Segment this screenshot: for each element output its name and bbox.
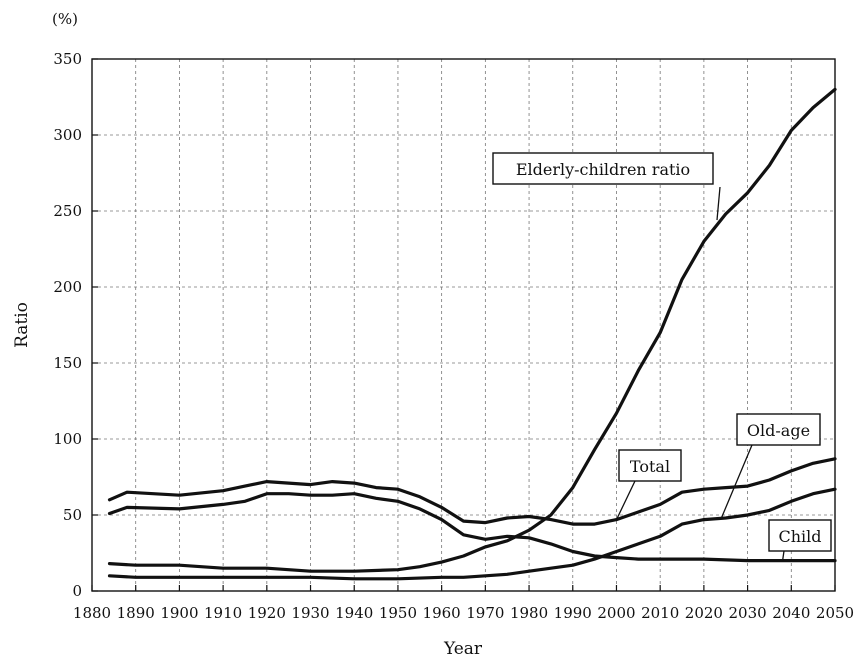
x-tick-label-1890: 1890 bbox=[117, 604, 155, 622]
series-line-old-age bbox=[107, 487, 837, 581]
y-tick-label-100: 100 bbox=[53, 430, 82, 448]
x-tick-label-2020: 2020 bbox=[685, 604, 723, 622]
callout-label-old-age: Old-age bbox=[747, 421, 810, 440]
x-tick-label-2010: 2010 bbox=[641, 604, 679, 622]
x-axis-ticks: 1880 1890 1900 1910 1920 1930 1940 1950 1960 1970… bbox=[73, 585, 854, 622]
x-tick-label-1960: 1960 bbox=[423, 604, 461, 622]
callout-box-old-age bbox=[736, 413, 821, 446]
x-tick-label-1930: 1930 bbox=[291, 604, 329, 622]
y-axis-title: Ratio bbox=[12, 302, 32, 348]
x-tick-label-1970: 1970 bbox=[466, 604, 504, 622]
x-tick-label-1980: 1980 bbox=[510, 604, 548, 622]
x-tick-label-2050: 2050 bbox=[816, 604, 854, 622]
x-tick-label-2030: 2030 bbox=[728, 604, 766, 622]
callout-box-total bbox=[618, 449, 682, 482]
y-tick-label-350: 350 bbox=[53, 50, 82, 68]
series-line-elderly-children-ratio bbox=[107, 87, 837, 573]
x-tick-label-2000: 2000 bbox=[597, 604, 635, 622]
series-layer bbox=[107, 87, 837, 581]
callout-label-child: Child bbox=[778, 527, 821, 546]
y-tick-label-150: 150 bbox=[53, 354, 82, 372]
x-tick-label-1950: 1950 bbox=[379, 604, 417, 622]
grid bbox=[92, 59, 835, 591]
plot-frame bbox=[91, 58, 836, 592]
callouts: Elderly-children ratio Total Old-age Child bbox=[492, 152, 832, 561]
x-tick-label-1910: 1910 bbox=[204, 604, 242, 622]
callout-box-elderly-children-ratio bbox=[492, 152, 714, 185]
x-tick-label-2040: 2040 bbox=[772, 604, 810, 622]
callout-label-elderly-children-ratio: Elderly-children ratio bbox=[516, 160, 690, 179]
x-axis-title: Year bbox=[443, 639, 483, 659]
callout-leader-elderly-children-ratio bbox=[716, 186, 721, 221]
callout-label-total: Total bbox=[630, 457, 670, 476]
y-tick-label-0: 0 bbox=[72, 582, 82, 600]
x-tick-label-1880: 1880 bbox=[73, 604, 111, 622]
series-line-total bbox=[107, 457, 837, 526]
y-axis-ticks: 0 50 100 150 200 250 300 350 bbox=[53, 50, 98, 600]
y-tick-label-250: 250 bbox=[53, 202, 82, 220]
x-tick-label-1990: 1990 bbox=[554, 604, 592, 622]
callout-leader-total bbox=[615, 480, 636, 520]
x-tick-label-1900: 1900 bbox=[160, 604, 198, 622]
y-tick-label-50: 50 bbox=[63, 506, 82, 524]
y-tick-label-200: 200 bbox=[53, 278, 82, 296]
callout-leader-child bbox=[781, 550, 785, 561]
y-tick-label-300: 300 bbox=[53, 126, 82, 144]
series-line-child bbox=[107, 492, 837, 563]
x-tick-label-1940: 1940 bbox=[335, 604, 373, 622]
callout-leader-old-age bbox=[720, 444, 753, 519]
x-tick-label-1920: 1920 bbox=[248, 604, 286, 622]
callout-box-child bbox=[768, 519, 832, 552]
y-unit-label: (%) bbox=[52, 10, 78, 28]
